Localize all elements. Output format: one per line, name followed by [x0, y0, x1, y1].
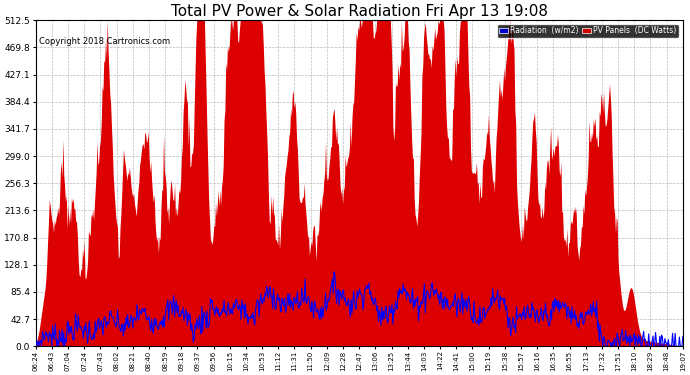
Legend: Radiation  (w/m2), PV Panels  (DC Watts): Radiation (w/m2), PV Panels (DC Watts): [497, 24, 679, 38]
Text: Copyright 2018 Cartronics.com: Copyright 2018 Cartronics.com: [39, 37, 170, 46]
Title: Total PV Power & Solar Radiation Fri Apr 13 19:08: Total PV Power & Solar Radiation Fri Apr…: [170, 4, 548, 19]
